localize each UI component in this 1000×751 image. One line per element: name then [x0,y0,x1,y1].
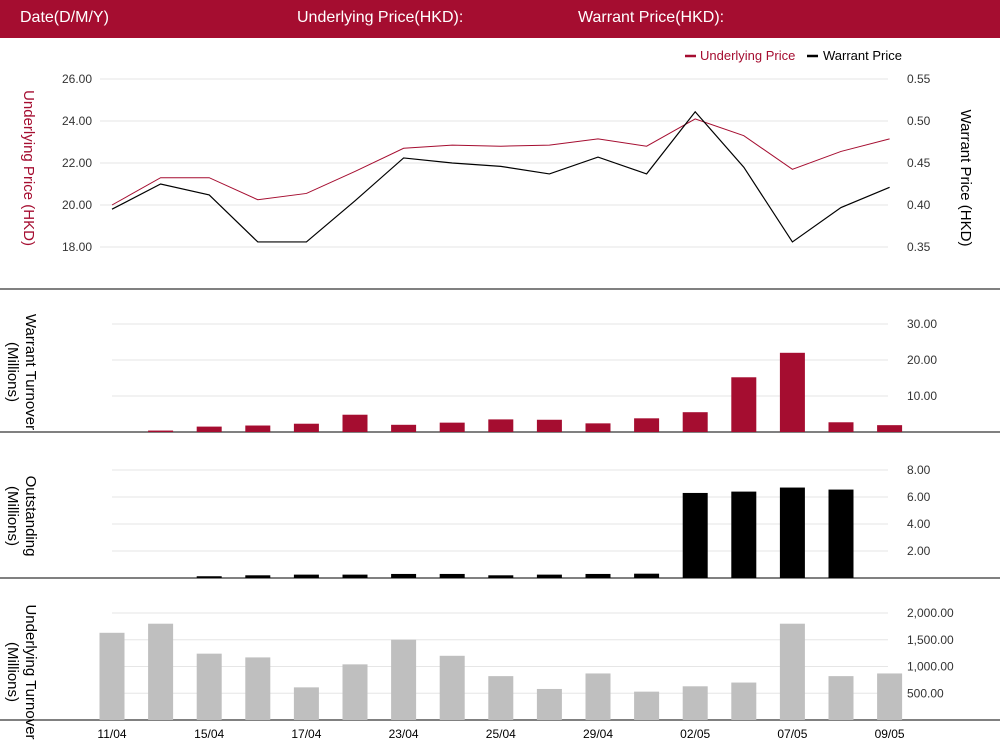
y-tick-label: 20.00 [907,353,937,367]
outstanding-bar [439,573,465,578]
outstanding-bar [293,574,319,578]
warrant-turnover-bar [779,352,805,432]
info-header: Date(D/M/Y) Underlying Price(HKD): Warra… [0,0,1000,38]
x-tick-label: 15/04 [194,727,224,741]
underlying-turnover-bar [148,623,174,720]
warrant-turnover-bar [731,377,757,432]
y-left-tick-label: 24.00 [62,114,92,128]
underlying-turnover-bar [293,687,319,720]
x-tick-label: 17/04 [291,727,321,741]
warrant-turnover-bar [293,423,319,432]
warrant-turnover-bar [634,418,660,432]
outstanding-bar [634,573,660,578]
outstanding-bar [391,573,417,578]
y-tick-label: 8.00 [907,463,931,477]
warrant-turnover-bar [585,423,611,432]
y-tick-label: 10.00 [907,389,937,403]
y-tick-label: 2.00 [907,544,931,558]
y-tick-label: 1,000.00 [907,660,954,674]
x-tick-label: 23/04 [389,727,419,741]
underlying-turnover-bar [779,623,805,720]
underlying-price-line [111,118,890,206]
x-tick-label: 29/04 [583,727,613,741]
outstanding-bar [342,574,368,578]
underlying-turnover-bar [682,686,708,720]
underlying-turnover-bar [828,676,854,720]
warrant-price-label: Warrant Price(HKD): [578,9,725,26]
legend-label-underlying: Underlying Price [700,48,795,63]
underlying-turnover-bar [342,664,368,720]
y-right-tick-label: 0.55 [907,72,931,86]
y-right-axis-title: Warrant Price (HKD) [957,110,974,247]
legend-label-warrant: Warrant Price [823,48,902,63]
warrant-turnover-bar [196,426,222,432]
y-left-tick-label: 26.00 [62,72,92,86]
x-tick-label: 02/05 [680,727,710,741]
warrant-price-line [111,110,890,243]
underlying-turnover-axis-title: Underlying Turnover(Millions) [4,604,39,739]
underlying-turnover-bar [536,688,562,720]
x-tick-label: 09/05 [875,727,905,741]
underlying-turnover-bar [731,682,757,720]
warrant-turnover-bar [439,422,465,432]
outstanding-bar [488,575,514,578]
y-left-tick-label: 18.00 [62,240,92,254]
warrant-turnover-bar [148,430,174,432]
outstanding-bar [585,573,611,578]
y-left-tick-label: 20.00 [62,198,92,212]
outstanding-bar [536,574,562,578]
underlying-turnover-bar [196,653,222,720]
underlying-turnover-bar [245,657,271,720]
outstanding-axis-title: Outstanding(Millions) [4,476,39,557]
warrant-turnover-bar [877,425,903,432]
warrant-turnover-bar [488,419,514,432]
warrant-turnover-bar [342,414,368,432]
date-label: Date(D/M/Y) [20,9,109,26]
y-right-tick-label: 0.45 [907,156,931,170]
y-tick-label: 500.00 [907,686,944,700]
underlying-price-label: Underlying Price(HKD): [297,9,464,26]
x-tick-label: 11/04 [97,727,126,741]
underlying-turnover-bar [634,691,660,720]
outstanding-bar [245,575,271,578]
outstanding-bar [731,491,757,578]
y-tick-label: 30.00 [907,317,937,331]
outstanding-bar [682,492,708,578]
outstanding-bar [828,489,854,578]
warrant-turnover-bar [536,419,562,432]
warrant-turnover-bar [391,424,417,432]
warrant-turnover-bar [682,412,708,432]
underlying-turnover-bar [391,639,417,720]
outstanding-bar [779,487,805,578]
underlying-turnover-bar [585,673,611,720]
outstanding-bar [196,576,222,578]
warrant-turnover-bar [828,422,854,432]
y-tick-label: 2,000.00 [907,606,954,620]
y-tick-label: 4.00 [907,517,931,531]
underlying-turnover-bar [877,673,903,720]
x-tick-label: 07/05 [777,727,807,741]
x-tick-label: 25/04 [486,727,516,741]
y-left-axis-title: Underlying Price (HKD) [20,90,37,246]
underlying-turnover-bar [488,676,514,720]
y-left-tick-label: 22.00 [62,156,92,170]
y-right-tick-label: 0.35 [907,240,931,254]
warrant-turnover-axis-title: Warrant Turnover(Millions) [4,314,39,430]
y-right-tick-label: 0.40 [907,198,931,212]
y-tick-label: 6.00 [907,490,931,504]
y-right-tick-label: 0.50 [907,114,931,128]
underlying-turnover-bar [439,655,465,720]
underlying-turnover-bar [99,632,125,720]
warrant-turnover-bar [245,425,271,432]
y-tick-label: 1,500.00 [907,633,954,647]
